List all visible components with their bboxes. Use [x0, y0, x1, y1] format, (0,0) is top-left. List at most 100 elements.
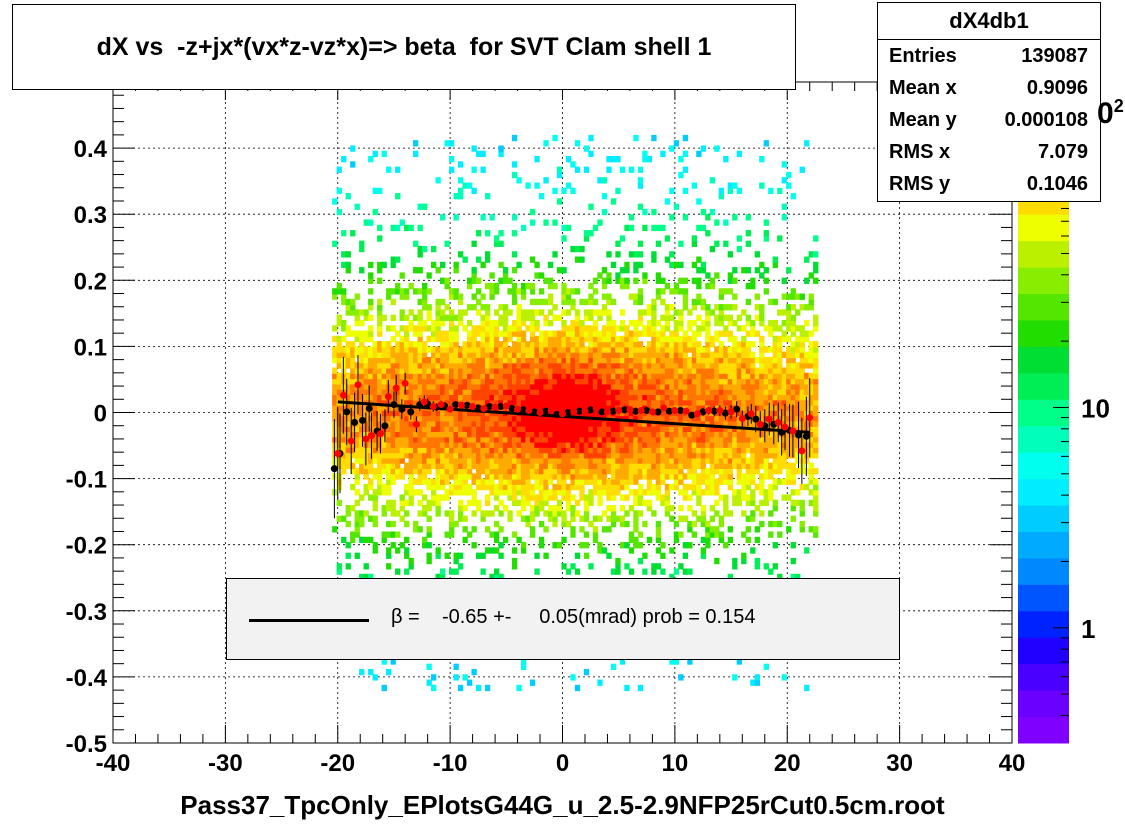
heatmap-cell — [669, 457, 675, 464]
heatmap-cell — [390, 505, 396, 512]
heatmap-cell — [368, 483, 374, 491]
heatmap-cell — [592, 531, 599, 538]
heatmap-cell — [669, 547, 675, 554]
heatmap-cell — [390, 457, 396, 464]
heatmap-cell — [691, 277, 698, 284]
heatmap-cell — [417, 314, 423, 321]
red-profile-point — [738, 414, 746, 422]
heatmap-cell — [520, 441, 527, 448]
heatmap-cell — [363, 483, 369, 491]
heatmap-cell — [696, 198, 702, 205]
colorbar-segment — [1018, 663, 1069, 691]
heatmap-cell — [723, 372, 729, 380]
heatmap-cell — [493, 452, 500, 459]
heatmap-cell — [449, 309, 455, 316]
heatmap-cell — [475, 468, 482, 475]
heatmap-cell — [395, 436, 401, 443]
heatmap-cell — [498, 478, 504, 485]
heatmap-cell — [795, 351, 801, 358]
heatmap-cell — [736, 356, 742, 364]
heatmap-cell — [336, 208, 342, 216]
heatmap-cell — [610, 489, 617, 496]
red-profile-point — [781, 423, 789, 431]
heatmap-cell — [520, 388, 527, 396]
heatmap-cell — [453, 288, 459, 295]
heatmap-cell — [426, 542, 432, 549]
heatmap-cell — [781, 674, 787, 681]
heatmap-cell — [444, 372, 450, 380]
heatmap-cell — [772, 441, 778, 448]
heatmap-cell — [413, 378, 419, 385]
heatmap-cell — [565, 489, 572, 496]
heatmap-cell — [529, 341, 536, 348]
heatmap-cell — [705, 452, 711, 459]
heatmap-cell — [547, 478, 554, 485]
heatmap-cell — [336, 409, 342, 417]
heatmap-cell — [610, 483, 617, 491]
heatmap-cell — [552, 415, 558, 422]
heatmap-cell — [372, 356, 378, 364]
heatmap-cell — [759, 378, 765, 385]
heatmap-cell — [556, 341, 563, 348]
heatmap-cell — [561, 494, 567, 501]
heatmap-cell — [718, 388, 725, 396]
heatmap-cell — [709, 372, 716, 380]
heatmap-cell — [637, 457, 644, 464]
heatmap-cell — [565, 483, 572, 491]
heatmap-cell — [619, 468, 626, 475]
heatmap-cell — [691, 404, 698, 411]
black-profile-point — [733, 405, 741, 413]
heatmap-cell — [579, 452, 585, 459]
heatmap-cell — [395, 446, 401, 454]
heatmap-cell — [700, 547, 707, 554]
heatmap-cell — [691, 335, 698, 343]
heatmap-cell — [727, 335, 733, 343]
heatmap-cell — [772, 367, 778, 374]
heatmap-cell — [754, 383, 760, 390]
heatmap-cell — [615, 557, 621, 565]
heatmap-cell — [561, 356, 567, 364]
heatmap-cell — [628, 378, 635, 385]
heatmap-cell — [813, 351, 819, 358]
heatmap-cell — [417, 346, 423, 353]
heatmap-cell — [592, 319, 599, 327]
heatmap-cell — [390, 441, 396, 448]
heatmap-cell — [804, 256, 810, 263]
heatmap-cell — [516, 393, 522, 401]
heatmap-cell — [660, 150, 666, 158]
heatmap-cell — [673, 325, 680, 332]
heatmap-cell — [336, 420, 342, 427]
heatmap-cell — [431, 499, 437, 507]
heatmap-cell — [457, 372, 464, 380]
heatmap-cell — [561, 462, 567, 470]
heatmap-cell — [705, 351, 711, 358]
heatmap-cell — [691, 304, 698, 311]
heatmap-cell — [714, 351, 720, 358]
heatmap-cell — [345, 415, 351, 422]
heatmap-cell — [547, 494, 554, 501]
heatmap-cell — [700, 436, 707, 443]
heatmap-cell — [368, 388, 374, 396]
heatmap-cell — [404, 468, 410, 475]
heatmap-cell — [678, 362, 684, 369]
heatmap-cell — [655, 457, 662, 464]
heatmap-cell — [363, 309, 369, 316]
heatmap-cell — [633, 261, 639, 269]
heatmap-cell — [350, 341, 356, 348]
heatmap-cell — [534, 420, 540, 427]
heatmap-cell — [678, 156, 684, 163]
colorbar-segment — [1018, 610, 1069, 638]
heatmap-cell — [480, 214, 486, 221]
heatmap-cell — [745, 240, 751, 247]
heatmap-cell — [336, 282, 342, 290]
heatmap-cell — [732, 462, 738, 470]
heatmap-cell — [678, 468, 684, 475]
heatmap-cell — [471, 378, 477, 385]
heatmap-cell — [565, 346, 572, 353]
heatmap-cell — [745, 372, 751, 380]
heatmap-cell — [462, 341, 468, 348]
heatmap-cell — [359, 436, 365, 443]
heatmap-cell — [350, 393, 356, 401]
heatmap-cell — [660, 409, 666, 417]
heatmap-cell — [390, 436, 396, 443]
